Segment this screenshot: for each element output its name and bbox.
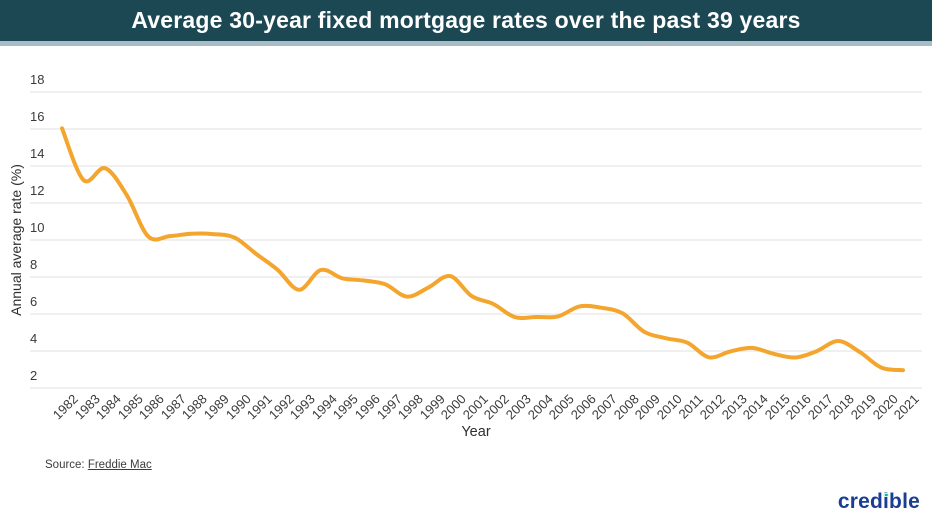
y-tick-label: 4 (30, 331, 38, 346)
source-link[interactable]: Freddie Mac (87, 459, 152, 471)
x-axis-title: Year (461, 424, 491, 440)
logo-text-before-i: cred (837, 490, 883, 513)
y-tick-label: 8 (30, 257, 38, 272)
y-tick-label: 6 (30, 294, 38, 309)
chart-title: Average 30-year fixed mortgage rates ove… (131, 7, 801, 33)
header-accent-strip (0, 41, 932, 46)
source-attribution: Source: Freddie Mac (45, 459, 152, 471)
y-tick-label: 12 (30, 183, 45, 198)
y-tick-label: 2 (30, 368, 38, 383)
logo-text-after-i: ble (889, 490, 920, 513)
y-tick-label: 14 (30, 146, 45, 161)
rate-line-series (60, 126, 905, 373)
credible-logo: credible (838, 490, 920, 514)
y-tick-label: 16 (30, 109, 45, 124)
y-tick-label: 10 (30, 220, 45, 235)
y-tick-label: 18 (30, 72, 45, 87)
source-label: Source: (45, 459, 88, 471)
chart-title-bar: Average 30-year fixed mortgage rates ove… (0, 0, 932, 41)
logo-letter-i: i (883, 490, 890, 513)
y-axis-title: Annual average rate (%) (8, 164, 24, 316)
